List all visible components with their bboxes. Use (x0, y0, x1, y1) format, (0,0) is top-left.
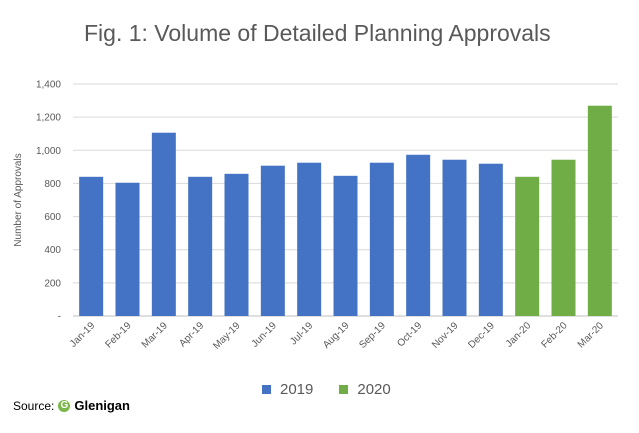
legend-swatch-2020 (339, 385, 349, 394)
glenigan-logo-icon: G (58, 399, 71, 412)
x-tick-label: Jan-20 (504, 320, 534, 350)
x-tick-label: Jan-19 (68, 320, 98, 350)
glenigan-logo-text: Glenigan (74, 398, 130, 413)
y-axis-label: Number of Approvals (13, 153, 24, 246)
legend-label: 2020 (357, 381, 391, 398)
bar-mar-20 (587, 105, 612, 316)
bar-apr-19 (188, 176, 213, 316)
source-note: Source: G Glenigan (13, 398, 130, 413)
y-tick-label: 200 (44, 278, 61, 289)
bar-jan-19 (79, 176, 104, 316)
legend-item-2019: 2019 (262, 381, 313, 398)
x-tick-label: Mar-19 (140, 320, 170, 350)
x-tick-label: Sep-19 (357, 320, 388, 351)
x-tick-label: Nov-19 (430, 320, 461, 351)
bar-oct-19 (406, 154, 431, 316)
legend-label: 2019 (280, 381, 314, 398)
x-tick-label: Jun-19 (250, 320, 280, 350)
x-tick-label: Oct-19 (395, 320, 424, 349)
legend-item-2020: 2020 (339, 381, 391, 398)
legend: 2019 2020 (262, 381, 391, 398)
y-tick-label: 800 (44, 179, 61, 190)
bar-jun-19 (260, 165, 285, 316)
x-tick-label: Apr-19 (177, 320, 206, 349)
bar-mar-19 (151, 132, 176, 316)
chart-title: Fig. 1: Volume of Detailed Planning Appr… (84, 20, 551, 46)
x-tick-label: Jul-19 (288, 320, 315, 347)
y-tick-label: 600 (44, 212, 61, 223)
x-tick-label: Feb-19 (103, 320, 133, 350)
bar-sep-19 (369, 162, 394, 316)
bar-jul-19 (297, 162, 322, 316)
bar-aug-19 (333, 175, 358, 316)
y-tick-label: - (58, 312, 61, 323)
y-tick-label: 1,200 (36, 113, 61, 124)
x-tick-label: Dec-19 (466, 320, 497, 351)
x-tick-label: Feb-20 (539, 320, 569, 350)
bar-feb-20 (551, 159, 576, 316)
x-tick-label: Aug-19 (321, 320, 352, 351)
y-tick-label: 1,400 (36, 80, 61, 91)
y-tick-label: 400 (44, 245, 61, 256)
legend-swatch-2019 (262, 385, 271, 394)
bar-may-19 (224, 173, 249, 316)
bar-feb-19 (115, 182, 140, 316)
x-tick-label: Mar-20 (576, 320, 606, 350)
bar-dec-19 (478, 163, 503, 316)
x-tick-label: May-19 (211, 320, 243, 352)
bar-jan-20 (515, 176, 540, 316)
source-label: Source: (13, 398, 55, 413)
bar-nov-19 (442, 159, 467, 316)
y-tick-label: 1,000 (36, 146, 61, 157)
